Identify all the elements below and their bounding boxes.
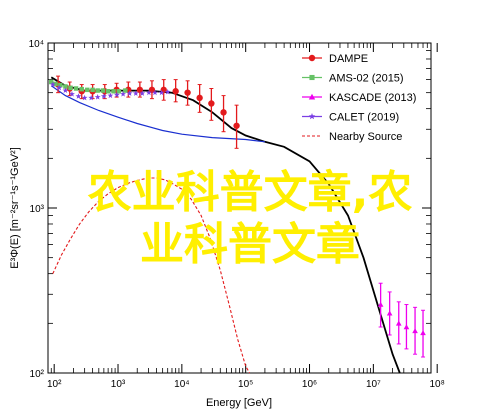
data-point bbox=[120, 91, 126, 97]
data-point bbox=[75, 93, 82, 99]
y-tick-label: 10³ bbox=[30, 204, 45, 215]
data-point bbox=[95, 88, 100, 93]
data-point bbox=[116, 89, 122, 94]
data-point bbox=[164, 88, 171, 95]
data-point bbox=[123, 88, 128, 93]
data-series bbox=[49, 75, 426, 374]
data-point bbox=[196, 94, 203, 102]
x-tick-label: 10⁴ bbox=[174, 379, 189, 390]
data-point bbox=[233, 122, 240, 129]
data-point bbox=[79, 86, 84, 92]
data-point bbox=[73, 86, 79, 91]
axis-ticks: 10² 10³ 10⁴ 10⁵ 10⁶ 10⁷ 10⁸ 10² 10³ 10⁴ bbox=[29, 39, 445, 390]
y-tick-label: 10⁴ bbox=[29, 39, 44, 50]
y-axis-label: E³Φ(E) [m⁻²sr⁻¹s⁻¹GeV²] bbox=[9, 147, 21, 269]
data-point bbox=[58, 82, 63, 88]
x-axis-label: Energy [GeV] bbox=[206, 397, 272, 409]
data-point bbox=[63, 84, 68, 89]
data-point bbox=[136, 86, 144, 94]
data-point bbox=[152, 89, 158, 96]
data-point bbox=[81, 94, 88, 101]
data-point bbox=[148, 86, 156, 94]
data-point bbox=[69, 91, 75, 97]
data-point bbox=[100, 88, 106, 93]
data-point bbox=[100, 93, 107, 99]
data-point bbox=[160, 86, 167, 94]
data-point bbox=[49, 79, 54, 85]
x-tick-label: 10² bbox=[47, 379, 62, 390]
x-tick-label: 10⁷ bbox=[366, 379, 381, 390]
legend-marker bbox=[308, 54, 316, 62]
data-point bbox=[377, 301, 384, 307]
data-point bbox=[94, 94, 101, 100]
data-point bbox=[107, 92, 114, 99]
data-point bbox=[111, 89, 116, 94]
data-point bbox=[88, 94, 95, 101]
overlay-text-line1: 农业科普文章,农 bbox=[88, 167, 413, 218]
data-point bbox=[208, 100, 215, 107]
data-point bbox=[412, 328, 418, 334]
y-tick-label: 10² bbox=[30, 369, 45, 380]
legend-label: AMS-02 (2015) bbox=[329, 73, 404, 85]
data-point bbox=[146, 89, 152, 96]
series-calet-2019 bbox=[49, 81, 171, 101]
data-point bbox=[158, 89, 165, 96]
series-kascade-2013 bbox=[377, 282, 426, 358]
data-point bbox=[85, 87, 90, 93]
legend-label: KASCADE (2013) bbox=[329, 92, 416, 104]
data-point bbox=[126, 90, 133, 96]
overlay-text-line2: 业科普文章 bbox=[140, 219, 360, 270]
data-point bbox=[403, 324, 410, 330]
data-point bbox=[53, 81, 58, 87]
plot-frame bbox=[47, 42, 432, 374]
data-point bbox=[68, 85, 73, 91]
legend-label: DAMPE bbox=[329, 53, 368, 65]
legend: DAMPE AMS-02 (2015) KASCADE (2013) CALET (2… bbox=[302, 53, 416, 143]
nearby-source-curve bbox=[52, 177, 251, 374]
data-point bbox=[132, 90, 139, 96]
background-model-curve bbox=[50, 85, 265, 143]
data-point bbox=[220, 109, 227, 116]
x-tick-label: 10⁵ bbox=[238, 379, 253, 390]
data-point bbox=[62, 87, 69, 93]
data-point bbox=[395, 320, 402, 326]
data-point bbox=[56, 84, 63, 91]
data-point bbox=[90, 87, 95, 93]
series-ams-02-2015 bbox=[49, 79, 128, 94]
legend-marker bbox=[309, 74, 315, 81]
legend-label: Nearby Source bbox=[329, 131, 402, 143]
series-nearby-source bbox=[52, 177, 251, 374]
data-point bbox=[139, 90, 146, 96]
x-tick-label: 10⁸ bbox=[430, 379, 445, 390]
x-tick-label: 10⁶ bbox=[302, 379, 317, 390]
x-tick-label: 10³ bbox=[111, 379, 126, 390]
data-point bbox=[420, 330, 426, 336]
legend-marker bbox=[308, 93, 316, 100]
data-point bbox=[386, 310, 393, 316]
legend-label: CALET (2019) bbox=[329, 112, 399, 124]
data-point bbox=[184, 89, 191, 96]
data-point bbox=[49, 81, 56, 87]
data-point bbox=[105, 89, 111, 94]
data-point bbox=[172, 88, 179, 95]
legend-marker bbox=[308, 113, 316, 120]
data-point bbox=[114, 91, 120, 98]
